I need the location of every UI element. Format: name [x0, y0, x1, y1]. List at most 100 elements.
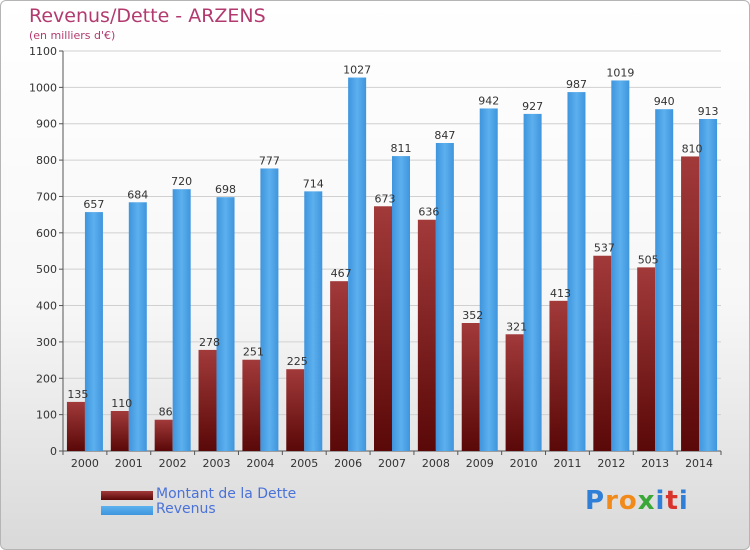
- data-label-revenus: 720: [171, 175, 192, 188]
- logo-letter: x: [637, 486, 656, 516]
- logo-letter: r: [605, 486, 619, 516]
- data-label-revenus: 777: [259, 154, 280, 167]
- bar-revenus: [435, 143, 454, 451]
- data-label-dette: 225: [287, 355, 308, 368]
- proxiti-logo: Proxiti: [585, 486, 689, 516]
- bar-dette: [330, 281, 349, 451]
- x-tick-label: 2001: [115, 457, 143, 470]
- bar-revenus: [260, 168, 279, 452]
- chart-title: Revenus/Dette - ARZENS: [29, 5, 266, 27]
- bar-dette: [66, 401, 85, 451]
- chart-unit-note: (en milliers d'€): [29, 29, 116, 42]
- bar-revenus: [699, 119, 718, 451]
- bar-dette: [549, 300, 568, 451]
- legend-swatch-revenus: [101, 506, 153, 515]
- bar-revenus: [348, 77, 367, 451]
- data-label-revenus: 811: [391, 142, 412, 155]
- data-label-revenus: 847: [434, 129, 455, 142]
- y-tick-label: 100: [36, 409, 57, 422]
- x-tick-label: 2008: [422, 457, 450, 470]
- bar-revenus: [128, 202, 147, 451]
- legend-swatch-dette: [101, 491, 153, 500]
- bar-revenus: [479, 108, 498, 452]
- bar-dette: [417, 219, 436, 451]
- x-tick-label: 2013: [641, 457, 669, 470]
- data-label-revenus: 657: [83, 198, 104, 211]
- bar-revenus: [567, 92, 586, 451]
- data-label-dette: 251: [243, 346, 264, 359]
- bar-dette: [242, 359, 261, 451]
- bar-dette: [637, 267, 656, 451]
- data-label-dette: 505: [638, 253, 659, 266]
- x-tick-label: 2007: [378, 457, 406, 470]
- bar-revenus: [216, 197, 235, 451]
- bars: [66, 77, 718, 452]
- data-label-dette: 135: [67, 388, 88, 401]
- bar-dette: [593, 255, 612, 451]
- x-tick-label: 2003: [203, 457, 231, 470]
- y-tick-label: 0: [50, 445, 57, 458]
- logo-letter: i: [678, 486, 689, 516]
- logo-letter: i: [655, 486, 666, 516]
- x-tick-label: 2004: [246, 457, 274, 470]
- legend-label-dette: Montant de la Dette: [156, 486, 297, 502]
- y-tick-label: 800: [36, 154, 57, 167]
- y-tick-label: 900: [36, 118, 57, 131]
- data-label-revenus: 698: [215, 183, 236, 196]
- bar-revenus: [304, 191, 323, 451]
- data-label-revenus: 927: [522, 100, 543, 113]
- x-tick-label: 2002: [159, 457, 187, 470]
- data-label-dette: 321: [506, 320, 527, 333]
- logo-letter: P: [585, 486, 606, 516]
- bar-revenus: [611, 80, 630, 452]
- bar-revenus: [655, 109, 674, 451]
- y-tick-label: 1000: [29, 81, 57, 94]
- y-tick-label: 700: [36, 190, 57, 203]
- data-label-revenus: 684: [127, 188, 148, 201]
- bar-revenus: [392, 156, 410, 451]
- x-tick-label: 2011: [553, 457, 581, 470]
- x-tick-label: 2012: [597, 457, 625, 470]
- x-tick-label: 2010: [510, 457, 538, 470]
- data-label-dette: 413: [550, 287, 571, 300]
- logo-letter: t: [665, 486, 679, 516]
- bar-dette: [198, 349, 217, 451]
- x-tick-label: 2005: [290, 457, 318, 470]
- x-tick-label: 2009: [466, 457, 494, 470]
- bar-dette: [461, 323, 480, 451]
- data-label-dette: 636: [418, 206, 439, 219]
- y-tick-label: 500: [36, 263, 57, 276]
- data-label-revenus: 987: [566, 78, 587, 91]
- y-tick-label: 1100: [29, 45, 57, 58]
- data-label-dette: 673: [375, 192, 396, 205]
- bar-dette: [505, 334, 524, 451]
- x-tick-label: 2014: [685, 457, 713, 470]
- bar-dette: [154, 419, 173, 451]
- bar-revenus: [84, 212, 103, 451]
- data-label-dette: 352: [462, 309, 483, 322]
- data-label-dette: 467: [331, 267, 352, 280]
- y-tick-label: 400: [36, 300, 57, 313]
- legend-label-revenus: Revenus: [156, 501, 216, 517]
- data-labels: 135 657 110 684 86 720 278 698 251 777 225 714 467 10…: [67, 64, 718, 419]
- y-tick-label: 200: [36, 372, 57, 385]
- bar-dette: [374, 206, 392, 451]
- data-label-revenus: 942: [478, 94, 499, 107]
- bar-revenus: [172, 189, 191, 451]
- data-label-revenus: 1027: [343, 64, 371, 77]
- logo-letter: o: [618, 486, 638, 516]
- bar-dette: [681, 156, 700, 452]
- x-tick-label: 2000: [71, 457, 99, 470]
- bar-dette: [286, 369, 305, 451]
- y-tick-label: 600: [36, 227, 57, 240]
- data-label-dette: 537: [594, 242, 615, 255]
- data-label-revenus: 913: [698, 105, 719, 118]
- y-tick-label: 300: [36, 336, 57, 349]
- data-label-dette: 810: [682, 142, 703, 155]
- data-label-dette: 278: [199, 336, 220, 349]
- data-label-revenus: 714: [303, 177, 324, 190]
- data-label-dette: 86: [159, 406, 173, 419]
- x-tick-label: 2006: [334, 457, 362, 470]
